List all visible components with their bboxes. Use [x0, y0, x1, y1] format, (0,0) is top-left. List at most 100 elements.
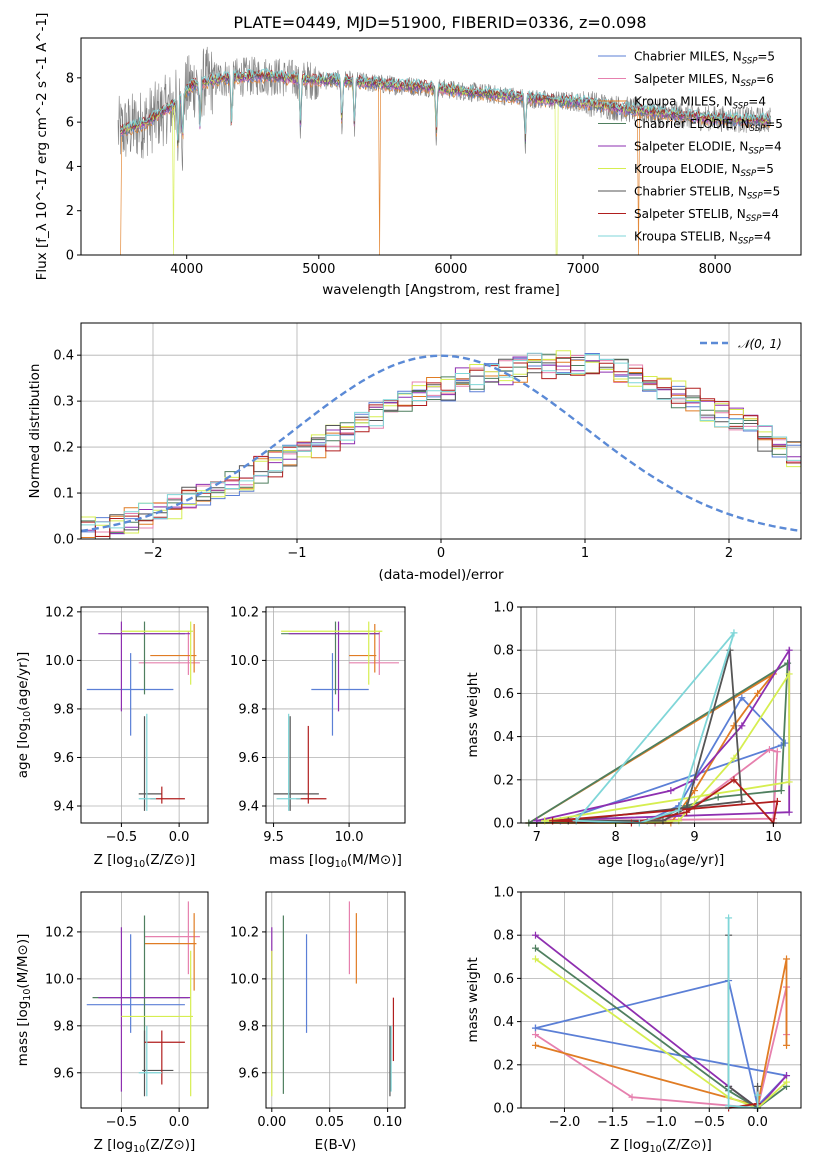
residuals-xtick-label-2: 0: [437, 546, 445, 561]
residuals-frame: −2 −1 0 1 2 0.0 0.1 0.2 0.3 0.4: [53, 322, 802, 561]
mass-vs-z-point-salpeter-miles: [144, 901, 200, 975]
mw-vs-z-line-salpeter-stelib: [728, 1102, 758, 1109]
age-vs-mass-xtick-label-0: 9.5: [263, 830, 284, 845]
mw-vs-age-line-kroupa-elodie-marker-3: [730, 754, 738, 762]
mw-vs-z-line-kroupa-miles: [535, 958, 788, 1107]
mw-vs-age-line-kroupa-miles-marker-4: [754, 689, 762, 697]
age-vs-z-point-salpeter-miles: [138, 631, 200, 675]
mw-vs-age-line-chabrier-miles-marker-3: [738, 694, 746, 702]
mw-vs-age-line-salpeter-stelib-marker-5: [773, 797, 781, 805]
mw-vs-z-line-chabrier-elodie-marker-0: [531, 944, 539, 952]
mw-vs-age-line-kroupa-stelib-marker-4: [730, 629, 738, 637]
age-vs-mass-border: [265, 606, 406, 824]
mw-vs-z-ytick-label-0: 0.0: [493, 1102, 514, 1117]
mw-vs-age-line-salpeter-elodie-marker-3: [738, 722, 746, 730]
age-vs-mass-ytick-label-2: 9.8: [238, 702, 259, 717]
figure-title: PLATE=0449, MJD=51900, FIBERID=0336, z=0…: [233, 13, 646, 32]
mw-vs-z-xtick-label-1: −1.5: [597, 1115, 629, 1130]
mass-vs-z-point-kroupa-stelib: [138, 1025, 162, 1097]
residuals-ytick-label-1: 0.1: [53, 487, 74, 502]
mw-vs-z-line-kroupa-elodie-marker-0: [531, 955, 539, 963]
mw-vs-age-xtick-label-2: 9: [690, 830, 698, 845]
mass-vs-z-point-salpeter-elodie: [98, 927, 191, 1092]
age-vs-z-frame: −0.5 0.0 9.4 9.6 9.8 10.0 10.2: [45, 605, 209, 845]
spectrum-ytick-label-0: 0: [66, 249, 74, 264]
mw-vs-age-line-salpeter-elodie-marker-5: [785, 808, 793, 816]
mw-vs-z-line-chabrier-stelib-marker-3: [754, 1082, 762, 1090]
residuals-ytick-label-2: 0.2: [53, 441, 74, 456]
mass-vs-z-ytick-label-2: 10.0: [45, 972, 74, 987]
age-vs-mass-ytick-label-3: 10.0: [230, 654, 259, 669]
histogram-chabrier-stelib: [81, 357, 801, 540]
age-vs-z-point-chabrier-miles: [86, 653, 174, 736]
age-vs-z-ytick-label-1: 9.6: [53, 751, 74, 766]
mw-vs-z-ytick-label-2: 0.4: [493, 1015, 514, 1030]
mw-vs-age-ytick-label-4: 0.8: [493, 644, 514, 659]
age-vs-mass-ytick-label-0: 9.4: [238, 800, 259, 815]
mw-vs-z-line-salpeter-elodie-marker-0: [531, 931, 539, 939]
mw-vs-age-border: [520, 606, 802, 824]
mw-vs-age-ytick-label-2: 0.4: [493, 730, 514, 745]
mw-vs-age-ytick-label-3: 0.6: [493, 687, 514, 702]
mass-vs-ebv-ytick-label-0: 9.6: [238, 1066, 259, 1081]
legend-entry-3: Chabrier ELODIE, NSSP=5: [634, 117, 783, 134]
mw-vs-z-line-chabrier-miles-marker-4: [531, 1024, 539, 1032]
mw-vs-age-line-salpeter-elodie-marker-1: [667, 787, 675, 795]
mw-vs-z-line-kroupa-stelib: [727, 917, 759, 1109]
spectrum-xtick-label-3: 7000: [566, 262, 599, 277]
legend-entry-2: Kroupa MILES, NSSP=4: [634, 95, 766, 112]
age-vs-mass-point-kroupa-miles: [349, 623, 377, 673]
mw-vs-age-xlabel: age [log10(age/yr)]: [598, 852, 724, 870]
mass-vs-ebv-ytick-label-1: 9.8: [238, 1019, 259, 1034]
mw-vs-z-ytick-label-1: 0.2: [493, 1058, 514, 1073]
mw-vs-age-ytick-label-1: 0.2: [493, 773, 514, 788]
legend-entry-1: Salpeter MILES, NSSP=6: [634, 72, 774, 89]
spectrum-ytick-label-3: 6: [66, 116, 74, 131]
mass-vs-z-ytick-label-1: 9.8: [53, 1019, 74, 1034]
legend-entry-4: Salpeter ELODIE, NSSP=4: [634, 140, 782, 157]
mw-vs-z-line-salpeter-elodie-marker-3: [783, 1072, 791, 1080]
mw-vs-z-line-kroupa-stelib-marker-3: [754, 1091, 762, 1099]
age-vs-z-point-kroupa-miles: [150, 623, 197, 673]
mass-vs-ebv-frame: 0.00 0.05 0.10 9.6 9.8 10.0 10.2: [230, 891, 406, 1130]
mw-vs-z-xtick-label-2: −1.0: [645, 1115, 677, 1130]
spectrum-ylabel: Flux [f_λ 10^-17 erg cm^-2 s^-1 A^-1]: [34, 13, 50, 281]
mw-vs-z-ytick-label-3: 0.6: [493, 972, 514, 987]
mw-vs-age-line-salpeter-stelib-marker-2: [683, 808, 691, 816]
residuals-xtick-label-4: 2: [725, 546, 733, 561]
age-vs-z-point-chabrier-stelib: [138, 716, 162, 811]
mass-vs-ebv-xtick-label-0: 0.00: [257, 1115, 286, 1130]
residuals-ylabel: Normed distribution: [27, 364, 43, 499]
residuals-ytick-label-4: 0.4: [53, 349, 74, 364]
spectrum-border: [80, 37, 802, 256]
mw-vs-age-line-chabrier-elodie-marker-4: [777, 787, 785, 795]
mass-vs-z-ytick-label-3: 10.2: [45, 925, 74, 940]
spectrum-ytick-label-2: 4: [66, 160, 74, 175]
age-vs-mass-point-salpeter-stelib: [296, 725, 327, 804]
residuals-xtick-label-0: −2: [143, 546, 162, 561]
age-vs-mass-series: [273, 621, 399, 811]
legend-entry-8: Kroupa STELIB, NSSP=4: [634, 230, 771, 247]
mw-vs-z-ylabel: mass weight: [465, 957, 481, 1042]
mass-vs-ebv-series: [271, 901, 395, 1097]
mw-vs-z-line-kroupa-miles-marker-3: [783, 1041, 791, 1049]
residuals-legend: 𝒩(0, 1): [700, 337, 782, 351]
age-vs-z-ytick-label-4: 10.2: [45, 605, 74, 620]
mw-vs-z-ytick-label-5: 1.0: [493, 886, 514, 901]
age-vs-z-ylabel: age [log10(age/yr)]: [15, 652, 33, 778]
age-vs-mass-point-kroupa-stelib: [276, 713, 301, 811]
mw-vs-z-line-salpeter-miles-marker-0: [531, 1031, 539, 1039]
age-vs-mass-xlabel: mass [log10(M/M⊙)]: [269, 852, 402, 870]
mw-vs-age-xtick-label-3: 10: [765, 830, 782, 845]
mass-vs-z-series: [86, 901, 200, 1097]
mass-vs-z-point-salpeter-stelib: [144, 1030, 185, 1085]
mass-vs-z-xtick-label-0: −0.5: [106, 1115, 138, 1130]
spectrum-xlabel: wavelength [Angstrom, rest frame]: [322, 282, 560, 298]
mw-vs-z-line-salpeter-miles-marker-1: [628, 1093, 636, 1101]
mass-vs-ebv-xtick-label-1: 0.05: [315, 1115, 344, 1130]
residuals-xtick-label-3: 1: [581, 546, 589, 561]
mass-vs-z-xlabel: Z [log10(Z/Z⊙)]: [94, 1137, 196, 1155]
mw-vs-age-xtick-label-1: 8: [612, 830, 620, 845]
mass-vs-z-point-kroupa-elodie: [121, 950, 193, 1097]
legend-entry-7: Salpeter STELIB, NSSP=4: [634, 207, 779, 224]
